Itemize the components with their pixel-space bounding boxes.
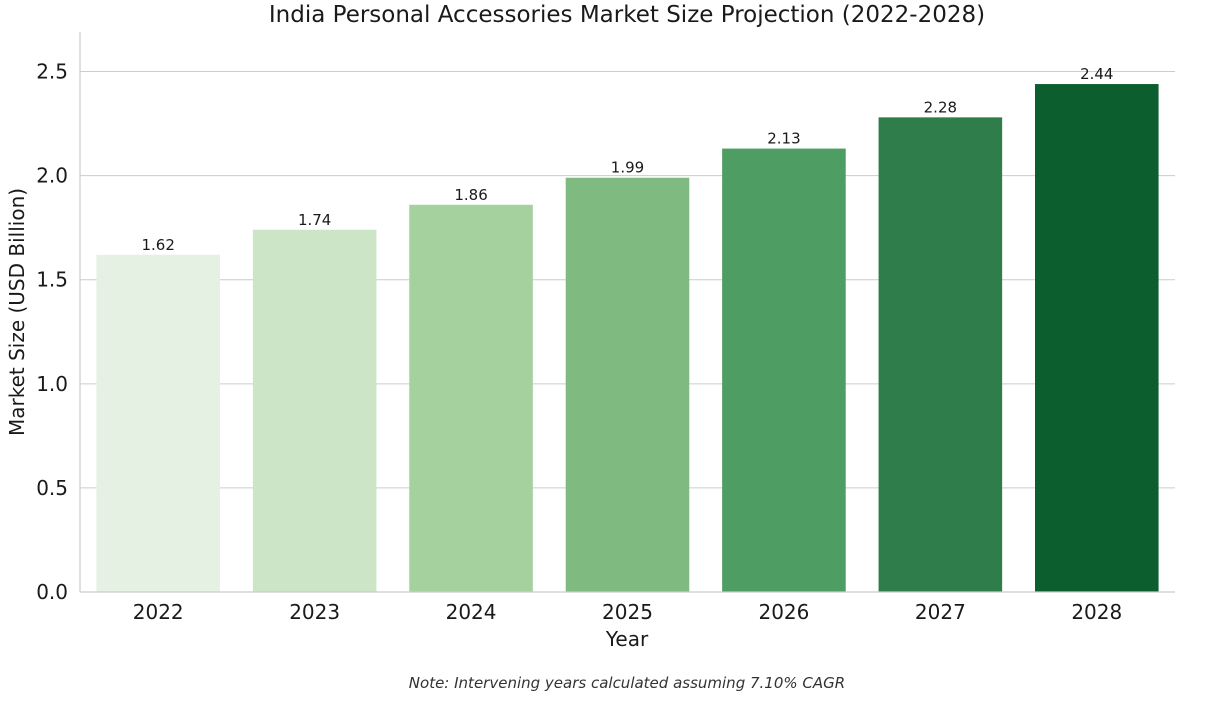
bar-2028 bbox=[1034, 84, 1159, 592]
y-tick-label: 0.5 bbox=[36, 476, 68, 500]
y-tick-label: 1.0 bbox=[36, 372, 68, 396]
x-axis-ticks: 2022 2023 2024 2025 2026 2027 2028 bbox=[133, 600, 1122, 624]
y-axis-label: Market Size (USD Billion) bbox=[5, 188, 29, 436]
bar-value-label: 2.13 bbox=[767, 130, 800, 148]
y-tick-label: 2.0 bbox=[36, 164, 68, 188]
bar-2027 bbox=[878, 117, 1003, 593]
bars bbox=[96, 84, 1159, 593]
bar-2025 bbox=[565, 177, 690, 592]
x-tick-label: 2024 bbox=[446, 600, 497, 624]
bar-value-label: 1.99 bbox=[611, 159, 644, 177]
x-tick-label: 2025 bbox=[602, 600, 653, 624]
x-tick-label: 2027 bbox=[915, 600, 966, 624]
bar-value-label: 1.74 bbox=[298, 211, 331, 229]
bar-value-label: 1.86 bbox=[454, 186, 487, 204]
bar-value-label: 2.28 bbox=[924, 98, 957, 116]
value-labels: 1.62 1.74 1.86 1.99 2.13 2.28 2.44 bbox=[142, 65, 1114, 254]
x-tick-label: 2026 bbox=[758, 600, 809, 624]
x-tick-label: 2022 bbox=[133, 600, 184, 624]
bar-2022 bbox=[96, 254, 221, 593]
bar-2023 bbox=[252, 229, 377, 592]
y-tick-label: 0.0 bbox=[36, 580, 68, 604]
x-tick-label: 2023 bbox=[289, 600, 340, 624]
x-tick-label: 2028 bbox=[1071, 600, 1122, 624]
y-tick-label: 1.5 bbox=[36, 268, 68, 292]
chart-note: Note: Intervening years calculated assum… bbox=[409, 674, 845, 692]
chart-title: India Personal Accessories Market Size P… bbox=[269, 2, 985, 28]
bar-value-label: 1.62 bbox=[142, 236, 175, 254]
bar-value-label: 2.44 bbox=[1080, 65, 1113, 83]
bar-2024 bbox=[409, 204, 533, 593]
x-axis-label: Year bbox=[605, 627, 649, 651]
y-tick-label: 2.5 bbox=[36, 60, 68, 84]
bar-2026 bbox=[722, 148, 846, 592]
y-axis-ticks: 0.0 0.5 1.0 1.5 2.0 2.5 bbox=[36, 60, 68, 604]
